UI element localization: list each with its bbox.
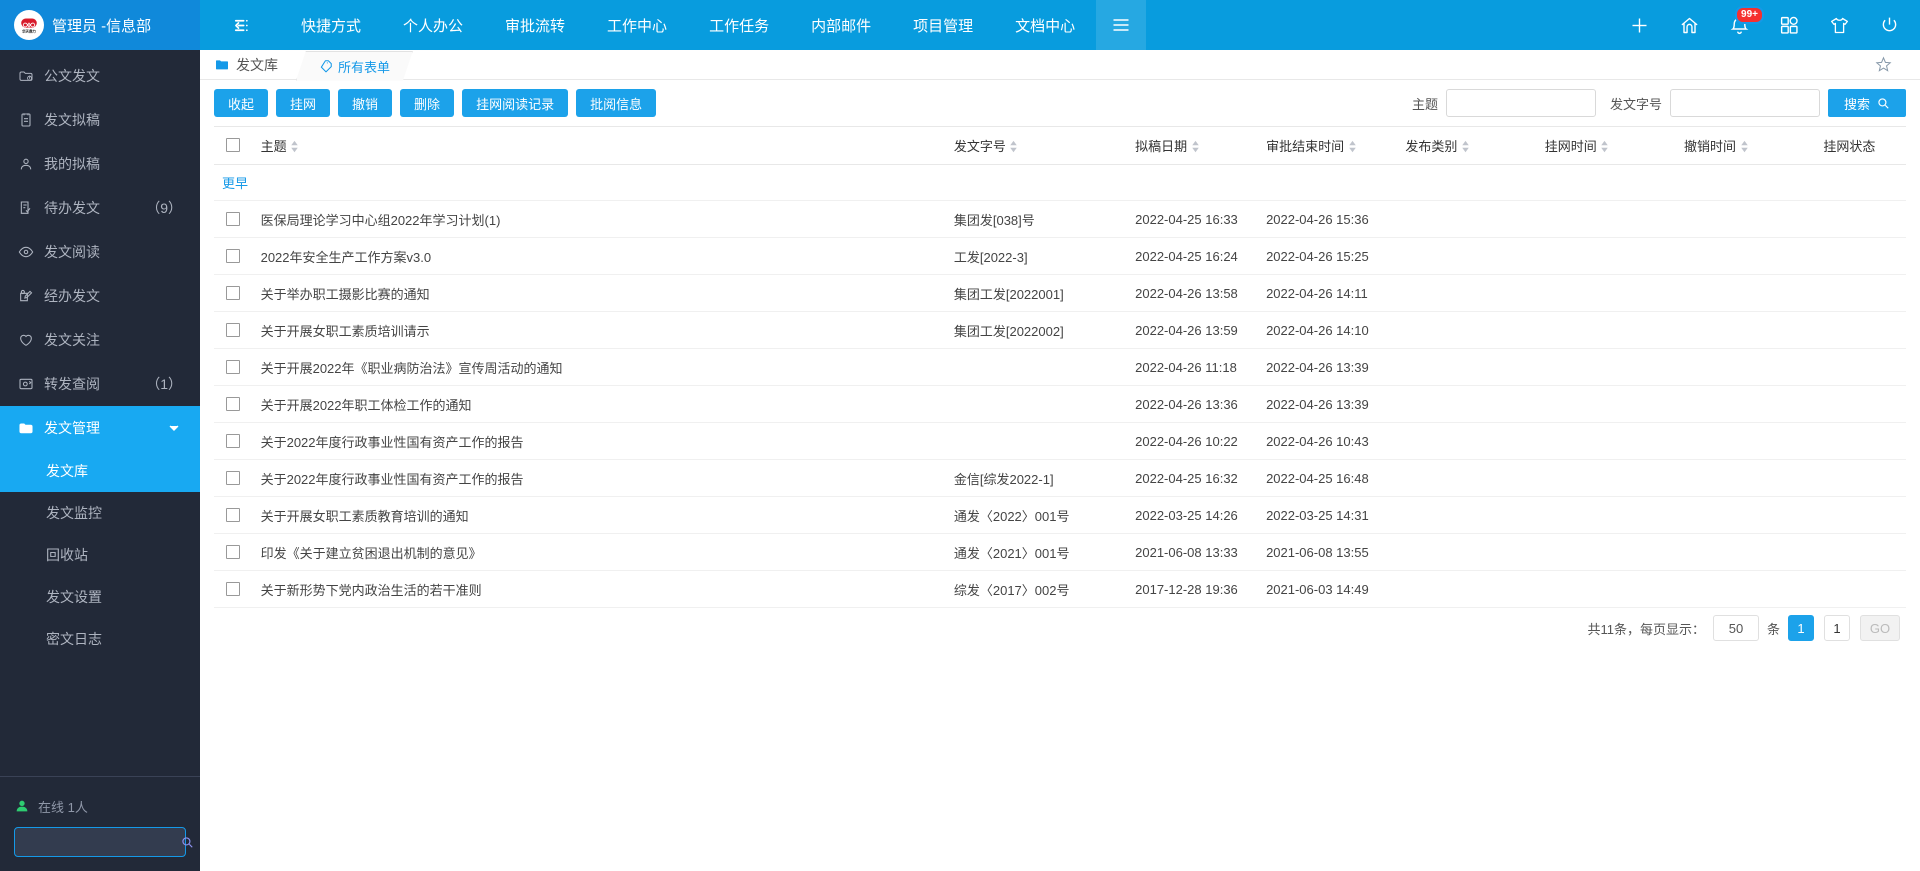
svg-text:华天鼎力: 华天鼎力 [22, 28, 36, 33]
